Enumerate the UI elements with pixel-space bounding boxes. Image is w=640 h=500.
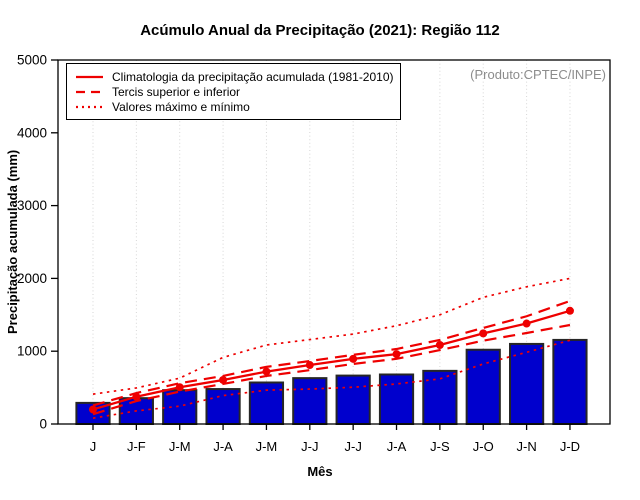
x-axis-label: Mês — [307, 464, 333, 479]
series-tercil-superior — [92, 299, 571, 407]
series-climatologia — [92, 309, 571, 411]
climatology-marker — [522, 319, 531, 328]
y-axis-label: Precipitação acumulada (mm) — [5, 149, 20, 335]
climatology-marker — [349, 354, 358, 363]
climatology-marker — [219, 375, 228, 384]
bar — [248, 381, 285, 425]
y-tick-label: 5000 — [17, 53, 47, 68]
bar — [378, 373, 415, 426]
x-tick-label: J-O — [473, 439, 494, 454]
x-tick-label: J-S — [430, 439, 450, 454]
dotted-red-line-sample — [76, 104, 103, 110]
x-tick-label: J-A — [213, 439, 233, 454]
x-tick-label: J-F — [127, 439, 146, 454]
series-valores-maximos — [92, 277, 571, 395]
x-tick-label: J-M — [169, 439, 191, 454]
climatology-marker — [479, 329, 488, 338]
x-tick-label: J-D — [560, 439, 580, 454]
legend-item-climatology: Climatologia da precipitação acumulada (… — [76, 69, 396, 84]
y-tick-label: 2000 — [17, 271, 47, 286]
bar — [509, 342, 545, 426]
bar — [162, 389, 198, 426]
legend-box: Climatologia da precipitação acumulada (… — [66, 63, 401, 120]
climatology-marker — [565, 306, 574, 315]
legend-item-terciles: Tercis superior e inferior — [76, 84, 396, 99]
climatology-marker — [305, 361, 314, 370]
legend-label-max-min: Valores máximo e mínimo — [112, 99, 250, 114]
legend-label-terciles: Tercis superior e inferior — [112, 84, 241, 99]
x-tick-label: J-J — [344, 439, 361, 454]
climatology-marker — [89, 405, 97, 414]
x-tick-label: J-M — [256, 439, 278, 454]
climatology-marker — [435, 341, 444, 350]
x-tick-label: J — [90, 439, 97, 454]
climatology-marker — [392, 350, 401, 359]
y-tick-label: 4000 — [17, 125, 47, 140]
dashed-red-line-sample — [76, 89, 103, 95]
solid-red-line-sample — [76, 74, 103, 80]
series-tercil-inferior — [92, 323, 571, 416]
bar — [292, 377, 328, 425]
bar — [335, 374, 371, 426]
x-tick-label: J-J — [301, 439, 318, 454]
y-tick-label: 1000 — [17, 344, 47, 359]
legend-item-max-min: Valores máximo e mínimo — [76, 99, 396, 114]
climatology-marker — [175, 383, 184, 392]
plot-border — [57, 59, 611, 425]
producer-annotation: (Produto:CPTEC/INPE) — [470, 67, 606, 82]
bar — [205, 388, 241, 425]
x-tick-label: J-N — [516, 439, 536, 454]
bar — [552, 338, 588, 425]
y-tick-label: 0 — [39, 417, 47, 432]
climatology-marker — [262, 367, 271, 376]
chart-title: Acúmulo Anual da Precipitação (2021): Re… — [140, 22, 500, 39]
y-tick-label: 3000 — [17, 198, 47, 213]
legend-label-climatology: Climatologia da precipitação acumulada (… — [112, 69, 394, 84]
x-tick-label: J-A — [387, 439, 407, 454]
bar — [422, 369, 458, 425]
